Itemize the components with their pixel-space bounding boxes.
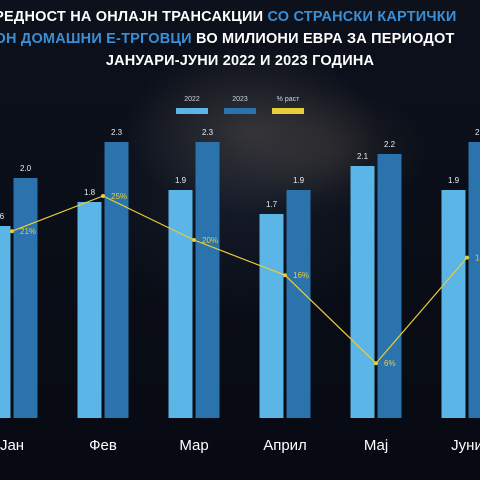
legend-label: % раст bbox=[277, 96, 300, 103]
bar-2023 bbox=[286, 190, 311, 418]
bar-2022 bbox=[77, 202, 102, 418]
title-line3: ЈАНУАРИ-ЈУНИ 2022 И 2023 ГОДИНА bbox=[105, 53, 375, 69]
bar-2022 bbox=[0, 226, 11, 418]
growth-point-label: 16% bbox=[293, 271, 309, 280]
x-tick-label: Јан bbox=[0, 437, 24, 454]
x-axis: Јан Фев Мар Април Мај Јуни bbox=[0, 437, 480, 454]
growth-point-label: 6% bbox=[384, 359, 396, 368]
legend-label: 2022 bbox=[184, 96, 200, 103]
growth-point-label: 20% bbox=[202, 236, 218, 245]
bars-group: 1.6 2.0 1.8 2.3 1.9 2.3 1.7 1.9 2.1 2.2 1.9 2.3 bbox=[0, 128, 480, 418]
legend: 2022 2023 % раст bbox=[176, 96, 304, 114]
growth-point-label: 18% bbox=[475, 254, 480, 263]
title-line1-highlight: СО СТРАНСКИ КАРТИЧКИ bbox=[267, 9, 457, 25]
growth-point bbox=[10, 229, 14, 234]
x-tick-label: Април bbox=[263, 437, 307, 454]
chart-title: ВРЕДНОСТ НА ОНЛАЈН ТРАНСАКЦИИ СО СТРАНСК… bbox=[0, 6, 480, 72]
legend-label: 2023 bbox=[232, 96, 248, 103]
growth-point bbox=[465, 255, 469, 260]
bar-2022 bbox=[259, 214, 284, 418]
growth-point-label: 21% bbox=[20, 227, 36, 236]
bar-value-label: 2.3 bbox=[202, 128, 214, 137]
bar-value-label: 2.1 bbox=[357, 152, 369, 161]
bar-2023 bbox=[468, 142, 480, 418]
bar-value-label: 1.9 bbox=[293, 176, 305, 185]
title-line2-highlight: КОН ДОМАШНИ Е-ТРГОВЦИ bbox=[0, 31, 192, 47]
growth-point bbox=[101, 194, 105, 198]
bar-2022 bbox=[441, 190, 466, 418]
bar-2023 bbox=[377, 154, 402, 418]
title-line1-part1: ВРЕДНОСТ НА ОНЛАЈН ТРАНСАКЦИИ bbox=[0, 9, 268, 25]
legend-swatch bbox=[176, 108, 208, 114]
title-line2-part2: ВО МИЛИОНИ ЕВРА ЗА ПЕРИОДОТ bbox=[191, 31, 455, 47]
x-tick-label: Јуни bbox=[451, 437, 480, 454]
bar-2023 bbox=[13, 178, 38, 418]
bar-2022 bbox=[168, 190, 193, 418]
bar-value-label: 2.3 bbox=[475, 128, 480, 137]
legend-swatch bbox=[224, 108, 256, 114]
bar-value-label: 1.9 bbox=[448, 176, 460, 185]
bar-2023 bbox=[104, 142, 129, 418]
growth-line-group: 21% 25% 20% 16% 6% 18% bbox=[10, 192, 480, 368]
bar-value-label: 2.3 bbox=[111, 128, 123, 137]
bar-value-label: 2.2 bbox=[384, 140, 396, 149]
legend-swatch bbox=[272, 108, 304, 114]
bar-value-label: 1.9 bbox=[175, 176, 187, 185]
growth-point bbox=[192, 238, 196, 242]
bar-value-label: 1.7 bbox=[266, 200, 278, 209]
growth-point-label: 25% bbox=[111, 192, 127, 201]
bar-2022 bbox=[350, 166, 375, 418]
growth-point bbox=[374, 361, 378, 366]
x-tick-label: Фев bbox=[89, 437, 117, 454]
x-tick-label: Мај bbox=[364, 437, 388, 454]
bar-value-label: 2.0 bbox=[20, 164, 32, 173]
growth-point bbox=[283, 273, 287, 278]
bar-2023 bbox=[195, 142, 220, 418]
x-tick-label: Мар bbox=[179, 437, 208, 454]
bar-value-label: 1.8 bbox=[84, 188, 96, 197]
bar-value-label: 1.6 bbox=[0, 212, 5, 221]
growth-line bbox=[11, 195, 468, 365]
